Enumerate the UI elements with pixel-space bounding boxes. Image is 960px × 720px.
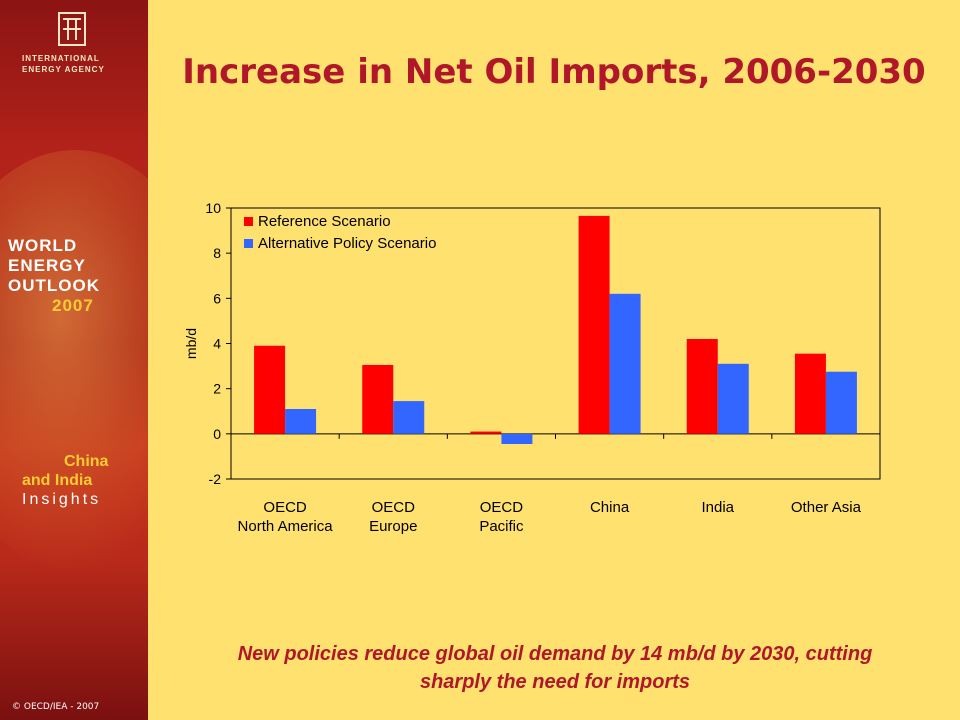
bar-chart: 10 8 6 4 2 0 -2 mb/d OECD North America OECD Europe…: [183, 200, 881, 535]
chart-caption: New policies reduce global oil demand by…: [160, 640, 950, 696]
report-title-line3: OUTLOOK: [8, 276, 100, 295]
x-tick-label: India: [701, 499, 734, 516]
x-tick-label: Pacific: [479, 518, 524, 535]
y-tick-label: 0: [213, 426, 221, 442]
y-tick-label: -2: [209, 471, 222, 487]
y-tick-label: 2: [213, 381, 221, 397]
legend-swatch: [244, 239, 253, 248]
x-tick-label: Other Asia: [791, 499, 862, 516]
caption-line1: New policies reduce global oil demand by…: [237, 643, 873, 665]
bar-reference: [794, 353, 826, 434]
x-tick-label: OECD: [263, 499, 307, 516]
caption-line2: sharply the need for imports: [419, 671, 691, 693]
bar-alternative: [285, 408, 317, 434]
bar-alternative: [717, 363, 749, 434]
report-year: 2007: [52, 296, 94, 315]
bar-alternative: [501, 433, 533, 444]
bar-reference: [470, 431, 502, 434]
page-title: Increase in Net Oil Imports, 2006-2030: [182, 52, 926, 92]
x-tick-label: OECD: [372, 499, 416, 516]
y-tick-label: 8: [213, 245, 221, 261]
insights-line1: China: [64, 453, 109, 470]
bar-alternative: [825, 371, 857, 434]
legend-label: Alternative Policy Scenario: [258, 235, 436, 252]
agency-name-line2: ENERGY AGENCY: [22, 65, 105, 74]
report-title-line1: WORLD: [8, 236, 78, 255]
bar-reference: [578, 215, 610, 434]
bar-reference: [362, 364, 394, 434]
x-tick-label: North America: [238, 518, 334, 535]
bar-reference: [686, 338, 718, 434]
report-title-line2: ENERGY: [8, 256, 86, 275]
legend-label: Reference Scenario: [258, 213, 391, 230]
copyright-notice: © OECD/IEA - 2007: [12, 702, 100, 712]
agency-name-line1: INTERNATIONAL: [22, 54, 100, 63]
x-tick-label: China: [590, 499, 630, 516]
bar-alternative: [609, 293, 641, 434]
bar-reference: [254, 345, 286, 434]
y-axis-label: mb/d: [183, 328, 199, 359]
iea-logo: [58, 12, 86, 46]
legend-swatch: [244, 217, 253, 226]
x-tick-label: OECD: [480, 499, 524, 516]
x-tick-label: Europe: [369, 518, 417, 535]
globe-graphic: [0, 150, 148, 570]
y-tick-label: 10: [205, 200, 221, 216]
bar-alternative: [393, 401, 425, 434]
insights-line3: Insights: [22, 491, 102, 508]
y-tick-label: 4: [213, 336, 221, 352]
insights-line2: and India: [22, 472, 93, 489]
y-tick-label: 6: [213, 290, 221, 306]
sidebar-banner: INTERNATIONAL ENERGY AGENCY WORLD ENERGY…: [0, 0, 148, 720]
